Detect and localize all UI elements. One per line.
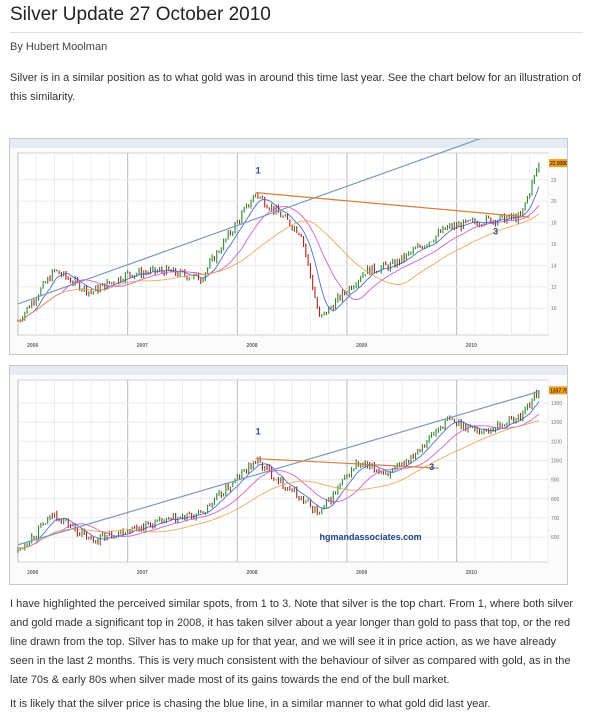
moving-average-long xyxy=(17,420,540,549)
y-tick-label: 14 xyxy=(551,263,557,269)
moving-average-mid xyxy=(17,205,540,322)
chart-header-strip xyxy=(10,139,567,148)
y-tick-label: 22 xyxy=(551,178,557,184)
trend-line-blue xyxy=(17,139,481,305)
y-tick-label: 1100 xyxy=(551,439,562,445)
last-price-tag xyxy=(549,386,567,395)
last-price-label: 22.8300 xyxy=(550,161,567,167)
y-tick-label: 20 xyxy=(551,199,557,205)
y-tick-label: 700 xyxy=(551,516,560,522)
x-year-label: 2006 xyxy=(27,570,38,576)
trend-line-orange xyxy=(255,192,530,218)
last-price-tag xyxy=(549,159,567,168)
y-tick-label: 1000 xyxy=(551,458,562,464)
trend-line-orange xyxy=(255,457,439,469)
y-tick-label: 18 xyxy=(551,221,557,227)
closing-paragraph: It is likely that the silver price is ch… xyxy=(10,698,491,710)
title-divider xyxy=(10,32,583,33)
y-tick-label: 16 xyxy=(551,242,557,248)
silver-chart-image: 222018161412102006200720082009201012322.… xyxy=(9,138,568,355)
annotation-label: 1 xyxy=(256,426,261,436)
article-byline: By Hubert Moolman xyxy=(10,41,108,53)
trend-line-blue xyxy=(17,390,540,546)
moving-average-mid xyxy=(17,413,540,549)
gold-chart-image: 1300 1200 1100 1000 900 800 700 600 2006 2007 2008… xyxy=(9,365,568,585)
annotation-label: 3 xyxy=(493,227,498,237)
body-paragraph: I have highlighted the perceived similar… xyxy=(10,598,574,686)
x-year-label: 2010 xyxy=(466,343,477,349)
x-year-label: 2007 xyxy=(137,343,148,349)
x-year-label: 2009 xyxy=(356,343,367,349)
watermark-text: hgmandassociates.com xyxy=(320,532,422,542)
moving-average-short xyxy=(17,401,540,549)
x-year-label: 2006 xyxy=(27,343,38,349)
y-tick-label: 800 xyxy=(551,497,560,503)
chart-header-strip xyxy=(10,366,567,375)
x-year-label: 2008 xyxy=(246,570,257,576)
x-year-label: 2008 xyxy=(246,343,257,349)
last-price-label: 1337.750 xyxy=(550,388,567,394)
x-year-label: 2009 xyxy=(356,570,367,576)
y-tick-label: 900 xyxy=(551,478,560,484)
y-tick-label: 1200 xyxy=(551,420,562,426)
y-tick-label: 1300 xyxy=(551,401,562,407)
moving-average-long xyxy=(17,213,540,322)
annotation-label: 1 xyxy=(256,166,261,176)
intro-paragraph: Silver is in a similar position as to wh… xyxy=(10,72,582,103)
article-title[interactable]: Silver Update 27 October 2010 xyxy=(10,4,271,25)
y-tick-label: 10 xyxy=(551,306,557,312)
y-tick-label: 12 xyxy=(551,285,557,291)
silver-chart: 222018161412102006200720082009201012322.… xyxy=(10,139,567,349)
x-year-label: 2010 xyxy=(466,570,477,576)
annotation-label: 3 xyxy=(429,462,434,472)
gold-chart: 1300 1200 1100 1000 900 800 700 600 2006 2007 2008… xyxy=(10,366,567,576)
y-tick-label: 600 xyxy=(551,535,560,541)
x-year-label: 2007 xyxy=(137,570,148,576)
